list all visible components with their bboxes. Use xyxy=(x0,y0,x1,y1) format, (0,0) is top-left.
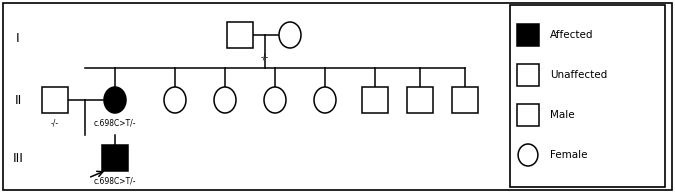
Text: c.698C>T/-: c.698C>T/- xyxy=(94,176,136,185)
Bar xyxy=(42,87,68,113)
Ellipse shape xyxy=(104,87,126,113)
Ellipse shape xyxy=(518,144,538,166)
Ellipse shape xyxy=(164,87,186,113)
Ellipse shape xyxy=(279,22,301,48)
Ellipse shape xyxy=(314,87,336,113)
Text: Female: Female xyxy=(550,150,587,160)
Bar xyxy=(517,64,539,86)
Text: Affected: Affected xyxy=(550,30,593,40)
Bar xyxy=(452,87,478,113)
Bar xyxy=(407,87,433,113)
Bar xyxy=(517,24,539,46)
Text: III: III xyxy=(13,152,24,164)
Text: II: II xyxy=(14,93,22,107)
Bar xyxy=(510,5,665,187)
Text: I: I xyxy=(16,31,20,45)
Bar xyxy=(362,87,388,113)
Bar xyxy=(227,22,253,48)
Text: c.698C>T/-: c.698C>T/- xyxy=(94,118,136,127)
Text: -/-: -/- xyxy=(261,52,269,61)
Ellipse shape xyxy=(264,87,286,113)
Ellipse shape xyxy=(214,87,236,113)
Bar xyxy=(517,104,539,126)
Text: Male: Male xyxy=(550,110,574,120)
Bar xyxy=(102,145,128,171)
Text: -/-: -/- xyxy=(51,118,59,127)
Text: Unaffected: Unaffected xyxy=(550,70,608,80)
